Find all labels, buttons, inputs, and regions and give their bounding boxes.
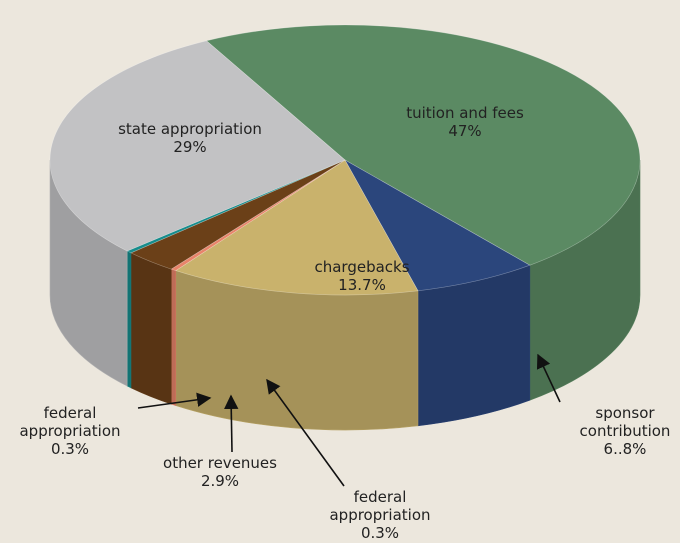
value-label: 29% xyxy=(173,138,207,156)
slice-label: chargebacks 13.7% xyxy=(292,258,432,294)
pie-sides xyxy=(49,159,641,431)
slice xyxy=(344,159,531,292)
slice-label: other revenues 2.9% xyxy=(150,454,290,490)
slice-label: sponsor contribution 6..8% xyxy=(570,404,680,458)
slice xyxy=(126,159,346,254)
slice-label: tuition and fees 47% xyxy=(385,104,545,140)
category-label: sponsor contribution xyxy=(579,404,671,440)
pie-tops xyxy=(49,24,641,296)
slice-label: state appropriation 29% xyxy=(90,120,290,156)
value-label: 13.7% xyxy=(338,276,386,294)
category-label: chargebacks xyxy=(314,258,410,276)
value-label: 2.9% xyxy=(200,472,240,490)
slice xyxy=(49,40,346,252)
category-label: other revenues xyxy=(163,454,277,472)
value-label: 6..8% xyxy=(603,440,647,458)
category-label: state appropriation xyxy=(118,120,262,138)
category-label: tuition and fees xyxy=(406,104,524,122)
category-label: federal appropriation xyxy=(329,488,431,524)
value-label: 0.3% xyxy=(360,524,400,542)
slice-side xyxy=(130,252,172,405)
slice xyxy=(205,24,641,266)
value-label: 0.3% xyxy=(50,440,90,458)
pie xyxy=(49,24,641,431)
value-label: 47% xyxy=(448,122,482,140)
slice-side xyxy=(417,264,531,427)
slice-label: federal appropriation 0.3% xyxy=(315,488,445,542)
slice-side xyxy=(126,250,132,389)
category-label: federal appropriation xyxy=(19,404,121,440)
slice-side xyxy=(170,268,177,406)
callout-arrow xyxy=(224,394,239,453)
slice xyxy=(175,159,419,296)
slice-label: federal appropriation 0.3% xyxy=(5,404,135,458)
callout-arrow xyxy=(536,353,561,403)
callout-arrow xyxy=(266,378,345,487)
callout-arrow xyxy=(137,392,212,409)
callouts xyxy=(137,353,561,487)
slice xyxy=(170,159,346,271)
slice-side xyxy=(175,270,419,431)
slice xyxy=(130,159,346,270)
